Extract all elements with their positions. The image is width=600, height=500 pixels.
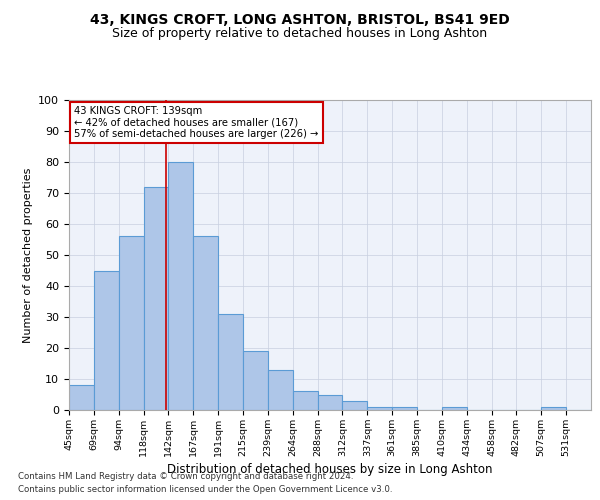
Y-axis label: Number of detached properties: Number of detached properties (23, 168, 33, 342)
Text: Contains public sector information licensed under the Open Government Licence v3: Contains public sector information licen… (18, 485, 392, 494)
Bar (293, 392, 317, 410)
Bar (69, 385, 94, 410)
Text: Contains HM Land Registry data © Crown copyright and database right 2024.: Contains HM Land Registry data © Crown c… (18, 472, 353, 481)
Text: Size of property relative to detached houses in Long Ashton: Size of property relative to detached ho… (112, 28, 488, 40)
Bar (193, 236, 218, 410)
Bar (541, 407, 566, 410)
Bar (119, 236, 143, 410)
Text: 43 KINGS CROFT: 139sqm
← 42% of detached houses are smaller (167)
57% of semi-de: 43 KINGS CROFT: 139sqm ← 42% of detached… (74, 106, 319, 140)
X-axis label: Distribution of detached houses by size in Long Ashton: Distribution of detached houses by size … (167, 463, 493, 476)
Bar (367, 407, 392, 410)
Bar (343, 400, 367, 410)
Bar (169, 162, 193, 410)
Bar (218, 314, 243, 410)
Bar (442, 407, 467, 410)
Bar (94, 270, 119, 410)
Bar (392, 407, 417, 410)
Bar (268, 370, 293, 410)
Bar (243, 351, 268, 410)
Bar (317, 394, 343, 410)
Bar (143, 187, 169, 410)
Text: 43, KINGS CROFT, LONG ASHTON, BRISTOL, BS41 9ED: 43, KINGS CROFT, LONG ASHTON, BRISTOL, B… (90, 12, 510, 26)
